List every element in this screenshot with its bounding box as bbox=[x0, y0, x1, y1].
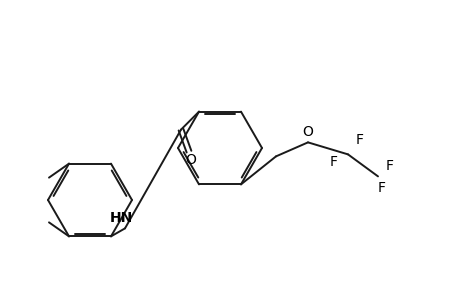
Text: O: O bbox=[185, 153, 196, 166]
Text: F: F bbox=[385, 159, 393, 173]
Text: O: O bbox=[302, 125, 313, 140]
Text: F: F bbox=[377, 182, 385, 195]
Text: F: F bbox=[329, 155, 337, 170]
Text: HN: HN bbox=[109, 212, 132, 225]
Text: F: F bbox=[355, 134, 363, 147]
